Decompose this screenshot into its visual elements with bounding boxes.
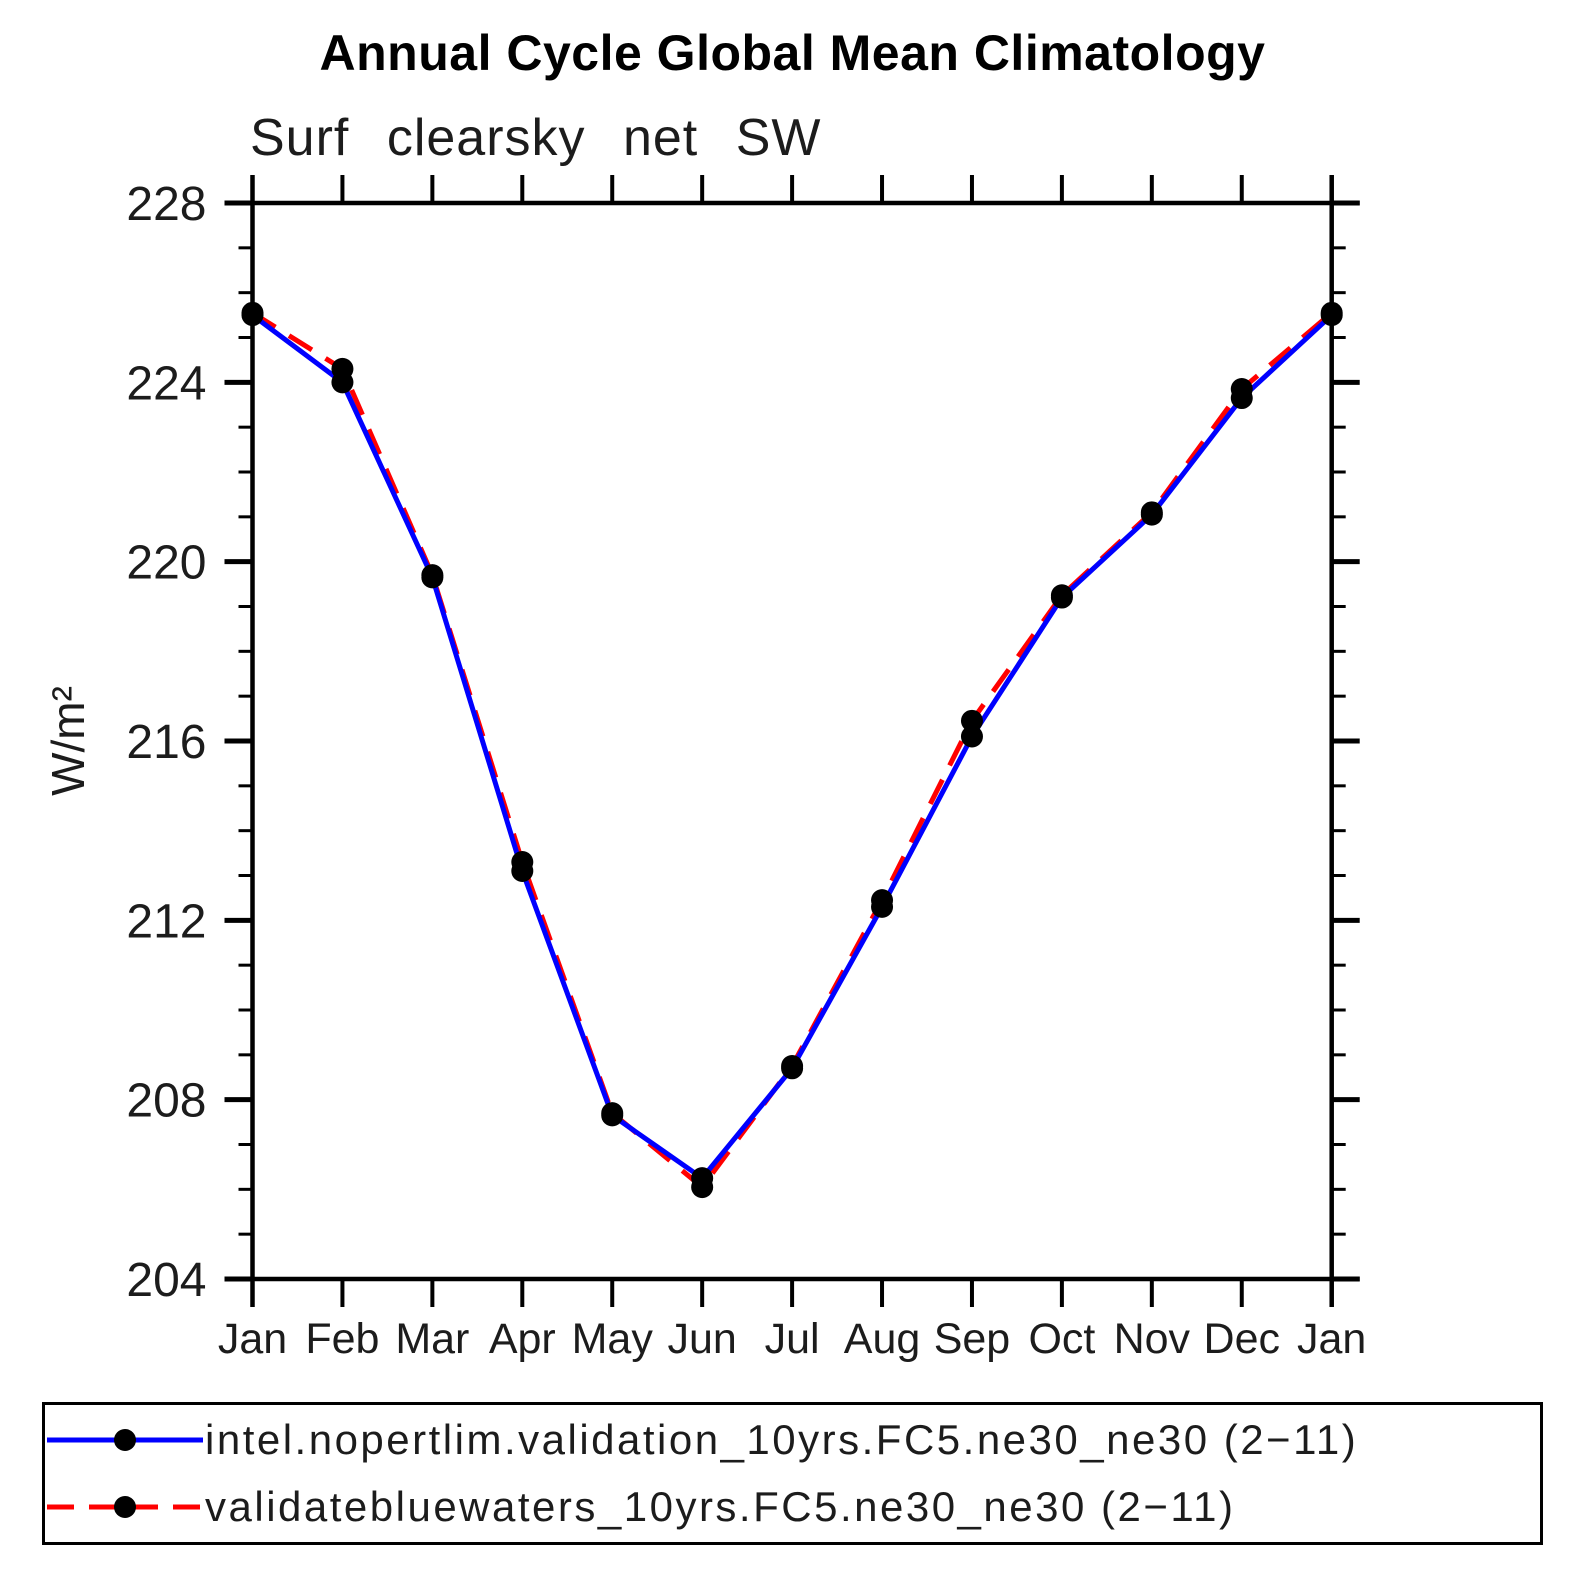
data-point-marker [331,357,354,380]
x-tick-label: Mar [395,1315,469,1363]
y-tick-label: 220 [126,537,206,590]
x-tick-label: Jun [667,1315,736,1363]
x-tick-label: Jul [765,1315,820,1363]
x-tick-label: Nov [1114,1315,1191,1363]
legend-label-red: validatebluewaters_10yrs.FC5.ne30_ne30 (… [205,1482,1236,1530]
x-tick-label: Sep [934,1315,1011,1363]
legend-item-red: validatebluewaters_10yrs.FC5.ne30_ne30 (… [45,1476,1540,1538]
data-point-marker [1320,301,1343,324]
data-point-marker [511,851,534,874]
legend-sample-svg [47,1495,203,1518]
legend-sample-marker [114,1429,136,1452]
legend-sample-marker [114,1495,136,1518]
y-tick-label: 228 [126,178,206,231]
data-point-marker [960,725,983,748]
legend-label-blue: intel.nopertlim.validation_10yrs.FC5.ne3… [205,1416,1359,1464]
data-point-marker [871,889,894,912]
data-point-marker [1230,378,1253,401]
x-tick-label: Dec [1204,1315,1280,1363]
y-tick-label: 212 [126,895,206,948]
x-tick-label: Jan [218,1315,287,1363]
data-point-marker [1140,501,1163,524]
y-tick-label: 216 [126,716,206,769]
chart-subtitle: Surf clearsky net SW [250,109,822,167]
data-point-marker [421,564,444,587]
chart-title: Annual Cycle Global Mean Climatology [319,25,1266,81]
x-tick-label: May [572,1315,654,1363]
data-point-marker [1050,584,1073,607]
data-point-marker [781,1055,804,1078]
x-tick-label: Aug [844,1315,921,1363]
x-tick-label: Jan [1297,1315,1366,1363]
y-tick-label: 208 [126,1075,206,1128]
series-line-blue [251,313,1334,1181]
data-point-marker [691,1176,714,1199]
legend-sample-svg [47,1429,203,1452]
legend-line-marker-blue [45,1426,205,1454]
legend-line-marker-red [45,1493,205,1521]
data-point-marker [960,709,983,732]
x-tick-label: Oct [1028,1315,1095,1363]
x-tick-label: Feb [305,1315,379,1363]
y-tick-label: 204 [126,1254,206,1307]
x-tick-label: Apr [489,1315,556,1363]
legend-box: intel.nopertlim.validation_10yrs.FC5.ne3… [42,1402,1543,1545]
y-axis-label: W/m² [42,686,94,796]
y-tick-label: 224 [126,357,206,410]
legend-item-blue: intel.nopertlim.validation_10yrs.FC5.ne3… [45,1409,1540,1471]
data-point-marker [241,301,264,324]
data-point-marker [601,1102,624,1125]
